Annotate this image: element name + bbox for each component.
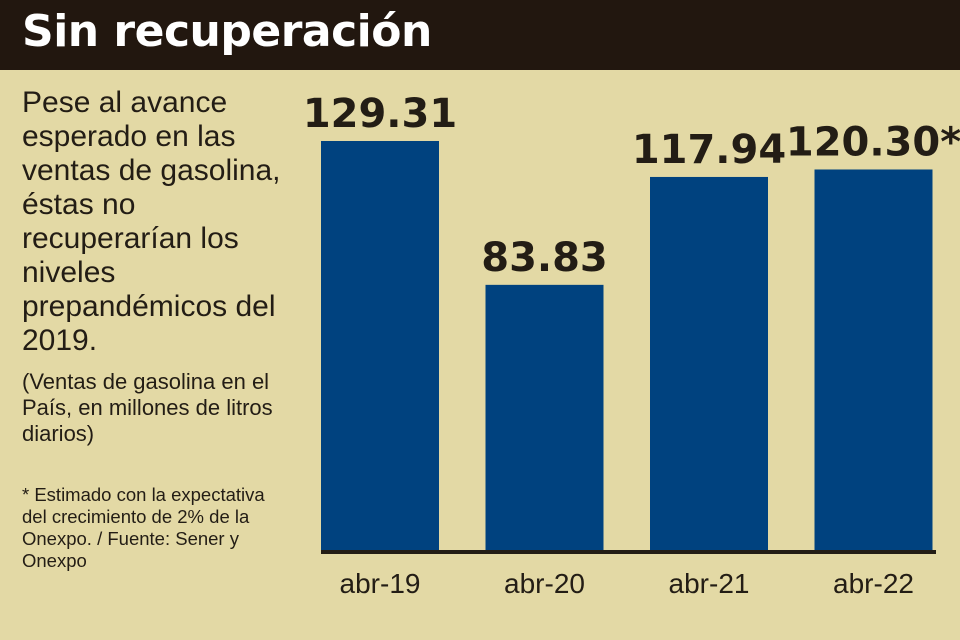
x-tick-label-abr-20: abr-20 — [504, 568, 585, 599]
title-bar: Sin recuperación — [0, 0, 960, 70]
footnote: * Estimado con la expectativa del crecim… — [22, 484, 265, 571]
bar-abr-21 — [650, 176, 768, 550]
chart-description: Pese al avance esperado en las ventas de… — [22, 86, 281, 357]
value-label-abr-19: 129.31 — [303, 91, 457, 137]
units-note: (Ventas de gasolina en el País, en millo… — [22, 369, 273, 446]
bar-abr-20 — [485, 284, 604, 550]
bar-abr-22 — [814, 169, 933, 551]
value-label-abr-21: 117.94 — [632, 127, 786, 173]
x-tick-label-abr-19: abr-19 — [340, 568, 421, 599]
bar-abr-19 — [321, 140, 439, 550]
chart-title: Sin recuperación — [22, 6, 432, 57]
x-tick-label-abr-22: abr-22 — [833, 568, 914, 599]
value-label-abr-22: 120.30* — [786, 119, 960, 165]
x-tick-label-abr-21: abr-21 — [669, 568, 750, 599]
value-label-abr-20: 83.83 — [481, 235, 608, 281]
